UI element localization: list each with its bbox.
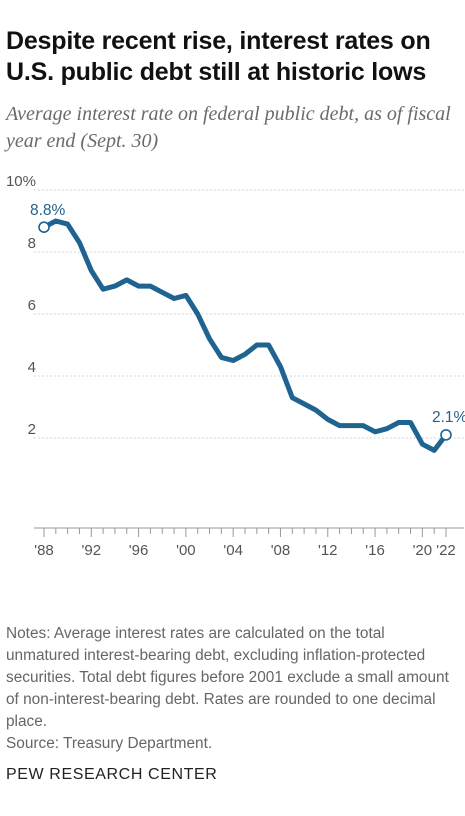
x-tick-label: '04 bbox=[223, 542, 243, 559]
endpoint-marker bbox=[440, 429, 452, 441]
x-tick-label: '12 bbox=[318, 542, 338, 559]
x-tick-label: '92 bbox=[82, 542, 102, 559]
data-label: 2.1% bbox=[432, 409, 465, 426]
y-tick-label: 6 bbox=[28, 297, 36, 314]
chart-notes: Notes: Average interest rates are calcul… bbox=[6, 623, 458, 755]
x-tick-label: '16 bbox=[365, 542, 385, 559]
y-tick-label: 10% bbox=[6, 173, 36, 190]
y-tick-label: 4 bbox=[28, 359, 36, 376]
endpoint-marker bbox=[38, 221, 50, 234]
notes-text: Notes: Average interest rates are calcul… bbox=[6, 625, 449, 730]
series-line bbox=[41, 218, 449, 453]
x-tick-label: '20 bbox=[413, 542, 433, 559]
organization-logo: PEW RESEARCH CENTER bbox=[6, 766, 218, 783]
data-label: 8.8% bbox=[30, 202, 66, 219]
chart-subtitle: Average interest rate on federal public … bbox=[6, 103, 451, 152]
x-tick-label: '88 bbox=[34, 542, 54, 559]
x-tick-label: '00 bbox=[176, 542, 196, 559]
chart-title: Despite recent rise, interest rates on U… bbox=[6, 27, 431, 86]
line-chart: 2 4 6 8 10% '88 '92 '96 '00 '04 '08 '12 '16 '20'22 8… bbox=[6, 173, 465, 559]
x-tick-label: '22 bbox=[436, 542, 456, 559]
y-tick-label: 2 bbox=[28, 421, 36, 438]
x-tick-label: '08 bbox=[271, 542, 291, 559]
x-tick-label: '96 bbox=[129, 542, 149, 559]
source-text: Source: Treasury Department. bbox=[6, 735, 213, 752]
y-tick-label: 8 bbox=[28, 235, 36, 252]
